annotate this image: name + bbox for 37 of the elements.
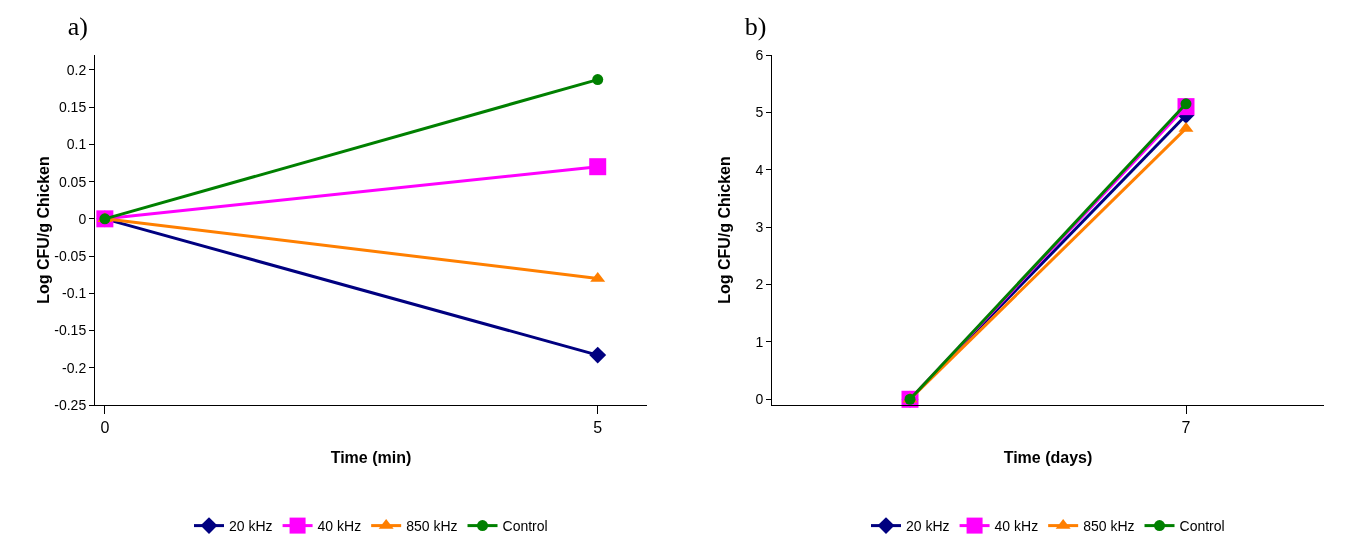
legend-label: Control: [1179, 518, 1225, 535]
y-tick-label: -0.25: [54, 396, 87, 413]
x-axis-title: Time (days): [1003, 449, 1093, 466]
legend-label: 20 kHz: [906, 518, 950, 535]
y-tick-label: 4: [755, 161, 764, 178]
legend-label: 20 kHz: [229, 518, 273, 535]
y-tick-label: 1: [755, 333, 764, 350]
y-tick-label: -0.2: [62, 359, 87, 376]
legend-label: Control: [502, 518, 548, 535]
y-tick-label: 0: [755, 391, 764, 408]
x-axis-title: Time (min): [330, 449, 412, 466]
y-tick-label: 0.1: [66, 136, 87, 153]
y-tick-label: 5: [755, 104, 764, 121]
legend-label: 850 kHz: [406, 518, 458, 535]
y-tick-label: 3: [755, 219, 764, 236]
y-axis-title: Log CFU/g Chicken: [716, 156, 733, 304]
x-tick-label: 7: [1181, 419, 1191, 437]
y-tick-label: -0.1: [62, 285, 87, 302]
y-tick-label: 2: [755, 276, 764, 293]
y-tick-label: 0: [78, 210, 87, 227]
y-tick-label: -0.15: [54, 322, 87, 339]
y-axis-title: Log CFU/g Chicken: [35, 156, 53, 304]
legend-label: 40 kHz: [317, 518, 362, 535]
x-tick-label: 5: [593, 419, 603, 437]
y-tick-label: 0.05: [58, 173, 87, 190]
legend-label: 850 kHz: [1083, 518, 1135, 535]
y-tick-label: 0.2: [66, 61, 87, 78]
point: [592, 74, 604, 86]
legend-label: 40 kHz: [994, 518, 1039, 535]
chart-title: b): [744, 11, 767, 41]
x-tick-label: 0: [100, 419, 110, 437]
chart-title: a): [67, 11, 88, 41]
y-tick-label: -0.05: [54, 247, 87, 264]
point: [589, 158, 607, 176]
y-tick-label: 0.15: [58, 99, 87, 116]
point: [589, 346, 607, 364]
y-tick-label: 6: [755, 46, 764, 63]
